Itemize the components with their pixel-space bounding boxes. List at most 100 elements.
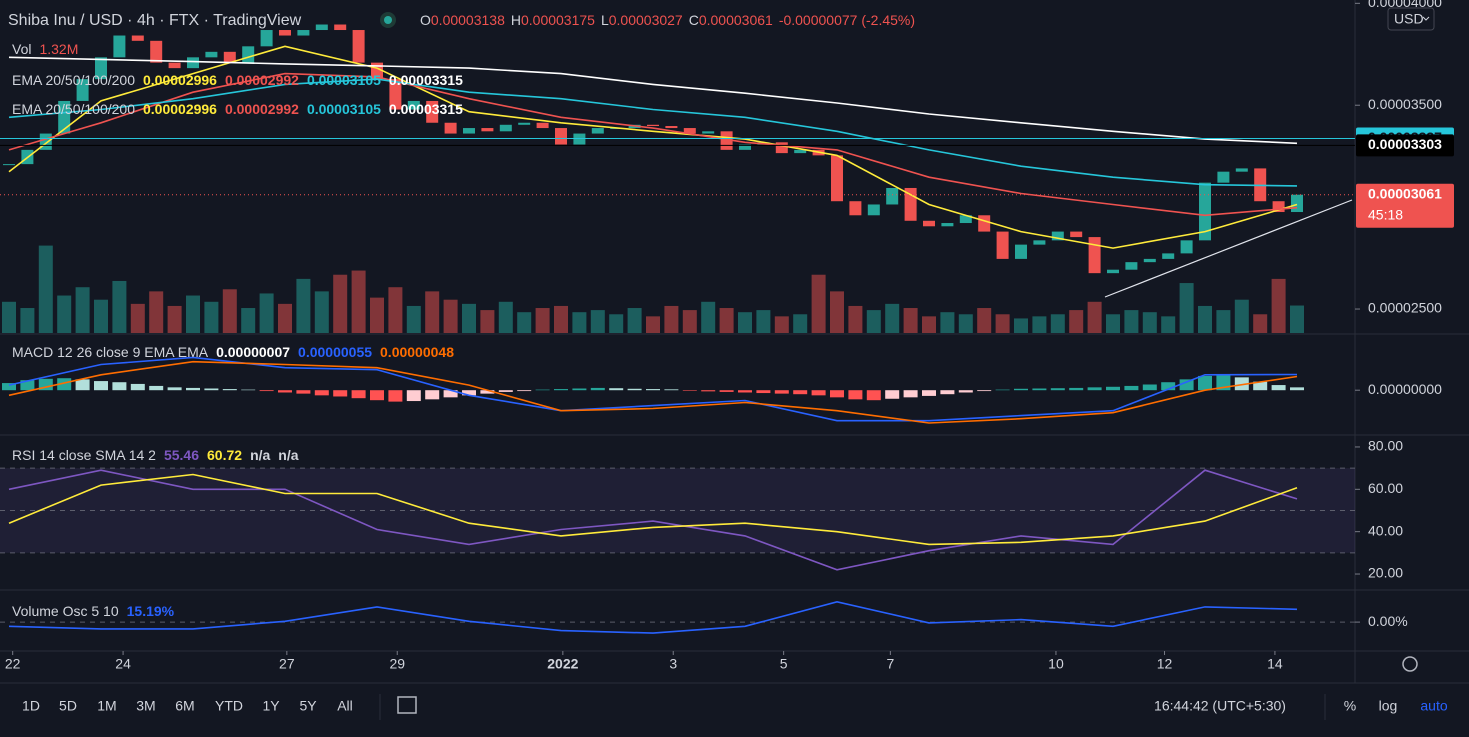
- legend-value: 0.00002996: [143, 72, 217, 88]
- volume-bar: [995, 314, 1010, 333]
- volume-bar: [1216, 310, 1231, 333]
- plot-layer: [0, 24, 1355, 634]
- candle: [1033, 240, 1046, 245]
- volume-bar: [2, 301, 16, 333]
- macd-histogram-bar: [388, 390, 403, 402]
- indicator-legend: MACD 12 26 close 9 EMA EMA 0.00000007 0.00…: [12, 344, 454, 360]
- volume-bar: [609, 314, 624, 333]
- candle: [683, 128, 696, 134]
- volume-bar: [1253, 314, 1268, 333]
- x-tick-label: 3: [669, 656, 677, 672]
- range-button[interactable]: 5Y: [299, 698, 317, 714]
- macd-histogram-bar: [682, 390, 697, 391]
- volume-bar: [425, 291, 440, 333]
- candle: [941, 223, 954, 227]
- macd-histogram-bar: [480, 390, 495, 394]
- candle: [279, 30, 291, 36]
- candle: [223, 51, 236, 63]
- y-tick-label: 40.00: [1368, 522, 1403, 538]
- range-button[interactable]: 5D: [59, 698, 77, 714]
- macd-histogram-bar: [406, 390, 421, 402]
- volume-bar: [20, 308, 35, 333]
- volume-bar: [241, 308, 256, 333]
- chevron: [1422, 16, 1430, 21]
- volume-bar: [370, 297, 384, 333]
- candle: [1162, 253, 1175, 259]
- x-tick-label: 29: [389, 656, 405, 672]
- range-button[interactable]: 3M: [136, 698, 155, 714]
- percent-toggle[interactable]: %: [1344, 698, 1356, 714]
- candle: [518, 122, 531, 125]
- log-toggle[interactable]: log: [1379, 698, 1398, 714]
- volume-bar: [627, 308, 642, 333]
- volume-bar: [590, 310, 605, 333]
- volume-bar: [222, 289, 237, 333]
- candle: [444, 122, 457, 134]
- candle: [131, 35, 144, 41]
- macd-histogram-bar: [222, 389, 237, 391]
- volume-bar: [443, 299, 458, 333]
- macd-histogram-bar: [664, 389, 679, 391]
- currency[interactable]: USD: [1394, 11, 1424, 27]
- candle: [260, 30, 273, 47]
- auto-toggle[interactable]: auto: [1420, 698, 1447, 714]
- y-tick-label: 0.00004000: [1368, 0, 1442, 10]
- volume-bar: [646, 316, 660, 333]
- macd-histogram-bar: [94, 381, 108, 391]
- macd-histogram-bar: [1271, 385, 1286, 391]
- candle: [58, 100, 71, 134]
- ohlc-value: 0.00003138: [431, 12, 505, 28]
- ohlc-value: 0.00003027: [609, 12, 683, 28]
- candle: [150, 40, 163, 63]
- ohlc-value: 0.00003061: [699, 12, 773, 28]
- volume-bar: [701, 301, 716, 333]
- legend-value: 55.46: [164, 447, 199, 463]
- volume-bar: [314, 291, 329, 333]
- macd-histogram-bar: [241, 389, 256, 391]
- market-status-dot: [384, 16, 392, 24]
- candle: [591, 128, 604, 134]
- price-badge-label: 0.00003303: [1368, 136, 1442, 152]
- macd-histogram-bar: [370, 390, 384, 401]
- volume-bar: [1198, 305, 1212, 333]
- range-button[interactable]: All: [337, 698, 353, 714]
- macd-histogram-bar: [627, 388, 642, 391]
- legend-name: MACD 12 26 close 9 EMA EMA: [12, 344, 209, 360]
- macd-histogram-bar: [204, 388, 219, 391]
- candle: [573, 133, 586, 145]
- separator: ·: [123, 12, 137, 29]
- candle: [1015, 244, 1027, 259]
- macd-histogram-bar: [590, 387, 605, 391]
- range-button[interactable]: 1Y: [262, 698, 280, 714]
- candle: [205, 51, 218, 58]
- range-button[interactable]: 6M: [175, 698, 194, 714]
- candle: [1125, 262, 1138, 270]
- range-button[interactable]: 1D: [22, 698, 40, 714]
- candle: [1217, 171, 1230, 183]
- settings-icon[interactable]: [1402, 656, 1418, 672]
- price-badge: [1356, 134, 1454, 157]
- volume-bar: [1142, 312, 1157, 333]
- candle: [886, 187, 899, 205]
- macd-histogram-bar: [701, 390, 716, 392]
- indicator-line: [8, 78, 1298, 187]
- currency-button[interactable]: [1387, 7, 1435, 31]
- y-tick-label: 0.00002500: [1368, 300, 1442, 316]
- macd-histogram-bar: [443, 390, 458, 398]
- volume-bar: [351, 270, 366, 333]
- range-button[interactable]: 1M: [97, 698, 116, 714]
- candle: [481, 128, 494, 132]
- legend-value: 1.32M: [39, 41, 78, 57]
- range-button[interactable]: YTD: [215, 698, 243, 714]
- macd-histogram-bar: [1124, 385, 1139, 391]
- date-range-icon[interactable]: [397, 696, 417, 714]
- y-tick-label: 0.00000000: [1368, 381, 1442, 397]
- exchange: FTX: [169, 12, 200, 29]
- candle: [1291, 194, 1303, 213]
- candle: [187, 57, 199, 69]
- macd-histogram-bar: [1142, 384, 1157, 391]
- indicator-legend: EMA 20/50/100/200 0.00002996 0.00002992 0.0…: [12, 101, 463, 117]
- volume-bar: [903, 308, 918, 333]
- candle: [923, 220, 935, 227]
- y-tick-label: 80.00: [1368, 438, 1403, 454]
